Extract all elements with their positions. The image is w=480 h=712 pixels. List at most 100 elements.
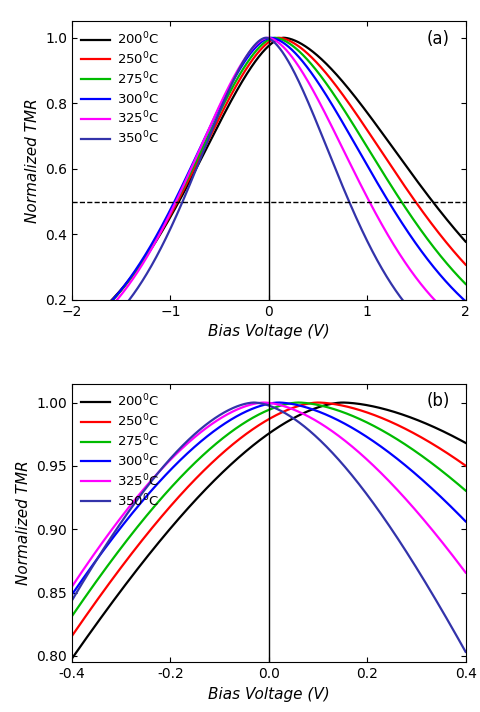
250$^0$C: [455, 252, 461, 261]
275$^0$C: [237, 70, 243, 78]
325$^0$C: [463, 568, 468, 577]
350$^0$C: [237, 63, 243, 72]
300$^0$C: [137, 499, 143, 508]
350$^0$C: [455, 342, 461, 351]
250$^0$C: [276, 33, 282, 42]
325$^0$C: [413, 506, 419, 515]
Line: 350$^0$C: 350$^0$C: [72, 38, 466, 350]
200$^0$C: [237, 81, 243, 90]
250$^0$C: [413, 197, 419, 206]
200$^0$C: [455, 434, 461, 443]
325$^0$C: [69, 582, 75, 591]
300$^0$C: [455, 509, 461, 518]
325$^0$C: [463, 323, 468, 332]
250$^0$C: [137, 261, 143, 269]
275$^0$C: [455, 480, 461, 488]
X-axis label: Bias Voltage (V): Bias Voltage (V): [208, 686, 330, 701]
250$^0$C: [413, 430, 419, 439]
200$^0$C: [220, 112, 226, 120]
200$^0$C: [281, 33, 287, 42]
275$^0$C: [272, 33, 277, 42]
275$^0$C: [413, 447, 419, 456]
250$^0$C: [463, 461, 468, 470]
Line: 300$^0$C: 300$^0$C: [72, 402, 466, 595]
275$^0$C: [413, 219, 419, 227]
300$^0$C: [463, 297, 468, 305]
275$^0$C: [137, 260, 143, 268]
Line: 250$^0$C: 250$^0$C: [72, 38, 466, 334]
350$^0$C: [263, 33, 269, 42]
200$^0$C: [69, 328, 75, 337]
325$^0$C: [137, 489, 143, 498]
325$^0$C: [455, 558, 461, 567]
350$^0$C: [69, 343, 75, 352]
200$^0$C: [137, 561, 143, 570]
275$^0$C: [114, 549, 120, 557]
350$^0$C: [413, 562, 419, 571]
350$^0$C: [114, 310, 120, 319]
325$^0$C: [220, 412, 226, 421]
Line: 275$^0$C: 275$^0$C: [72, 38, 466, 335]
350$^0$C: [137, 280, 143, 288]
275$^0$C: [69, 612, 75, 620]
300$^0$C: [276, 398, 282, 407]
250$^0$C: [220, 449, 226, 457]
350$^0$C: [413, 311, 419, 320]
250$^0$C: [114, 569, 120, 577]
250$^0$C: [237, 75, 243, 83]
350$^0$C: [237, 401, 243, 409]
350$^0$C: [455, 634, 461, 642]
300$^0$C: [413, 239, 419, 247]
Legend: 200$^0$C, 250$^0$C, 275$^0$C, 300$^0$C, 325$^0$C, 350$^0$C: 200$^0$C, 250$^0$C, 275$^0$C, 300$^0$C, …: [79, 28, 162, 150]
350$^0$C: [137, 491, 143, 500]
250$^0$C: [455, 456, 461, 465]
300$^0$C: [268, 33, 274, 42]
200$^0$C: [455, 229, 461, 237]
Text: (b): (b): [427, 392, 450, 410]
325$^0$C: [261, 398, 267, 407]
300$^0$C: [114, 290, 120, 299]
Line: 325$^0$C: 325$^0$C: [72, 402, 466, 587]
300$^0$C: [69, 590, 75, 599]
275$^0$C: [463, 280, 468, 288]
275$^0$C: [237, 422, 243, 430]
200$^0$C: [114, 290, 120, 298]
Text: (a): (a): [427, 30, 450, 48]
325$^0$C: [220, 94, 226, 103]
300$^0$C: [237, 410, 243, 419]
275$^0$C: [220, 101, 226, 110]
200$^0$C: [463, 439, 468, 447]
325$^0$C: [237, 404, 243, 412]
300$^0$C: [463, 517, 468, 525]
325$^0$C: [114, 295, 120, 304]
Y-axis label: Normalized TMR: Normalized TMR: [24, 98, 39, 223]
325$^0$C: [455, 318, 461, 326]
200$^0$C: [114, 592, 120, 600]
250$^0$C: [463, 261, 468, 269]
350$^0$C: [69, 596, 75, 604]
250$^0$C: [237, 434, 243, 443]
300$^0$C: [137, 258, 143, 267]
275$^0$C: [137, 519, 143, 528]
300$^0$C: [455, 290, 461, 298]
275$^0$C: [114, 291, 120, 300]
200$^0$C: [220, 468, 226, 476]
X-axis label: Bias Voltage (V): Bias Voltage (V): [208, 325, 330, 340]
200$^0$C: [413, 415, 419, 424]
200$^0$C: [340, 398, 346, 407]
300$^0$C: [69, 330, 75, 339]
200$^0$C: [463, 237, 468, 246]
350$^0$C: [251, 398, 257, 407]
275$^0$C: [295, 398, 301, 407]
300$^0$C: [114, 528, 120, 537]
350$^0$C: [463, 346, 468, 355]
250$^0$C: [69, 632, 75, 640]
Line: 200$^0$C: 200$^0$C: [72, 38, 466, 333]
250$^0$C: [137, 538, 143, 547]
350$^0$C: [114, 525, 120, 533]
350$^0$C: [220, 100, 226, 108]
Line: 275$^0$C: 275$^0$C: [72, 402, 466, 616]
Y-axis label: Normalized TMR: Normalized TMR: [16, 461, 31, 585]
300$^0$C: [220, 95, 226, 104]
325$^0$C: [413, 273, 419, 281]
